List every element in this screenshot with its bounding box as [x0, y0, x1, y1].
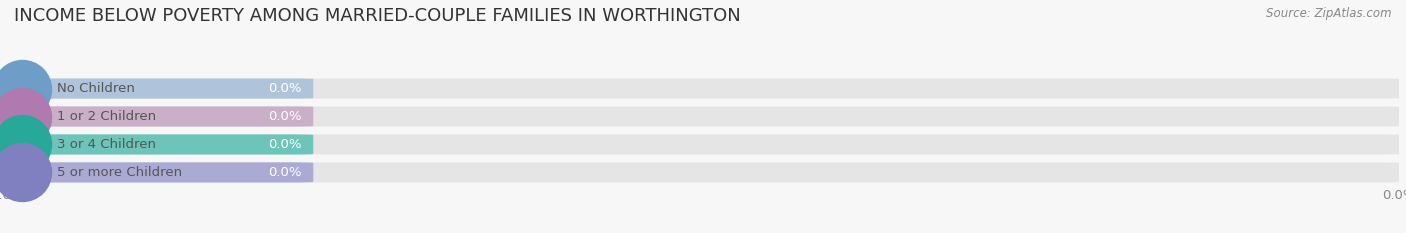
- FancyBboxPatch shape: [7, 134, 314, 154]
- FancyBboxPatch shape: [7, 106, 1399, 127]
- Text: 0.0%: 0.0%: [269, 138, 302, 151]
- Text: 0.0%: 0.0%: [269, 110, 302, 123]
- Text: 0.0%: 0.0%: [269, 166, 302, 179]
- FancyBboxPatch shape: [7, 79, 1399, 99]
- Text: No Children: No Children: [56, 82, 135, 95]
- Text: 1 or 2 Children: 1 or 2 Children: [56, 110, 156, 123]
- FancyBboxPatch shape: [7, 162, 314, 182]
- Text: 5 or more Children: 5 or more Children: [56, 166, 181, 179]
- FancyBboxPatch shape: [7, 162, 1399, 182]
- FancyBboxPatch shape: [7, 106, 314, 127]
- Text: Source: ZipAtlas.com: Source: ZipAtlas.com: [1267, 7, 1392, 20]
- FancyBboxPatch shape: [7, 134, 1399, 154]
- FancyBboxPatch shape: [7, 79, 314, 99]
- Text: 0.0%: 0.0%: [269, 82, 302, 95]
- Text: 3 or 4 Children: 3 or 4 Children: [56, 138, 156, 151]
- Text: INCOME BELOW POVERTY AMONG MARRIED-COUPLE FAMILIES IN WORTHINGTON: INCOME BELOW POVERTY AMONG MARRIED-COUPL…: [14, 7, 741, 25]
